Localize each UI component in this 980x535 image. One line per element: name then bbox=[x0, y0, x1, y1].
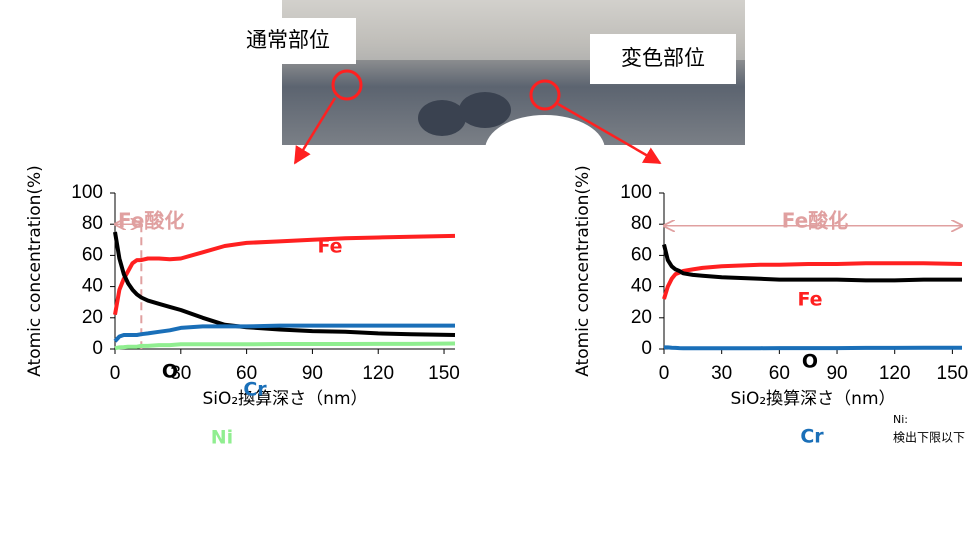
series-line bbox=[115, 344, 455, 349]
x-tick-label: 150 bbox=[937, 363, 969, 384]
series-label: Fe bbox=[797, 289, 822, 311]
annotation: Ni: bbox=[893, 413, 908, 426]
x-axis-title: SiO₂換算深さ（nm） bbox=[730, 389, 895, 409]
series-label: O bbox=[162, 361, 178, 383]
x-tick-label: 60 bbox=[769, 363, 790, 384]
weld-spot bbox=[418, 100, 466, 136]
series-line bbox=[115, 232, 455, 335]
y-tick-label: 0 bbox=[641, 338, 652, 359]
series-label: Cr bbox=[800, 426, 824, 448]
x-axis-title: SiO₂換算深さ（nm） bbox=[202, 389, 367, 409]
page: 通常部位 変色部位 0 20 40 60 80 100 0 30 60 90 120 150 SiO₂換… bbox=[0, 0, 980, 535]
annotation: Fe酸化 bbox=[782, 209, 848, 233]
y-axis-title: Atomic concentration(%) bbox=[573, 165, 593, 377]
series-label: Fe bbox=[317, 236, 342, 258]
x-tick-label: 150 bbox=[428, 363, 460, 384]
series-label: O bbox=[802, 351, 818, 373]
x-tick-label: 0 bbox=[659, 363, 670, 384]
y-tick-label: 80 bbox=[82, 213, 103, 234]
y-tick-label: 20 bbox=[82, 307, 103, 328]
y-tick-label: 100 bbox=[71, 182, 103, 203]
series-label: Ni bbox=[211, 427, 233, 449]
series-line bbox=[664, 347, 962, 348]
annotation: Fe酸化 bbox=[118, 209, 184, 233]
y-tick-label: 80 bbox=[631, 213, 652, 234]
y-tick-label: 40 bbox=[631, 276, 652, 297]
y-tick-label: 60 bbox=[82, 244, 103, 265]
x-tick-label: 90 bbox=[302, 363, 323, 384]
x-tick-label: 0 bbox=[110, 363, 121, 384]
x-tick-label: 120 bbox=[879, 363, 911, 384]
annotation: 検出下限以下 bbox=[893, 431, 965, 445]
photo-label: 通常部位 bbox=[246, 28, 330, 52]
x-tick-label: 120 bbox=[362, 363, 394, 384]
y-tick-label: 60 bbox=[631, 244, 652, 265]
y-tick-label: 100 bbox=[620, 182, 652, 203]
weld-spot bbox=[459, 92, 511, 128]
y-tick-label: 0 bbox=[92, 338, 103, 359]
y-tick-label: 20 bbox=[631, 307, 652, 328]
x-tick-label: 30 bbox=[711, 363, 732, 384]
figure: 通常部位 変色部位 0 20 40 60 80 100 0 30 60 90 120 150 SiO₂換… bbox=[0, 0, 980, 535]
y-tick-label: 40 bbox=[82, 276, 103, 297]
y-axis-title: Atomic concentration(%) bbox=[25, 165, 45, 377]
photo-label: 変色部位 bbox=[621, 46, 705, 70]
series-line bbox=[115, 236, 455, 315]
chart: 0 20 40 60 80 100 0 30 60 90 120 150 SiO₂換算深さ（nm） Ato… bbox=[573, 165, 968, 447]
x-tick-label: 90 bbox=[826, 363, 847, 384]
series-label: Cr bbox=[243, 379, 267, 401]
photo: 通常部位 変色部位 bbox=[220, 0, 745, 185]
